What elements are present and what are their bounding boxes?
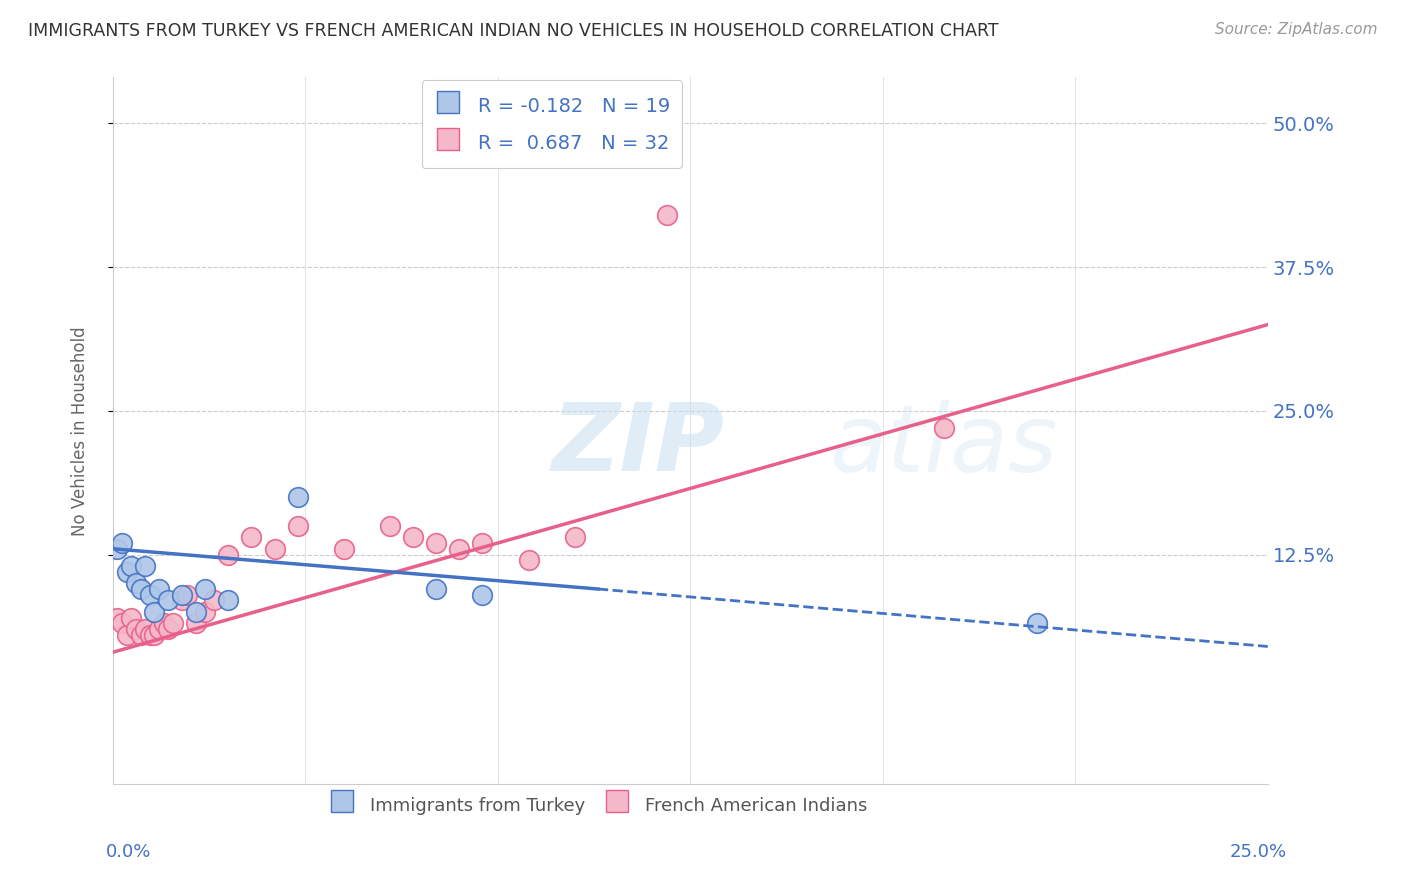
Point (172, 593, 194, 607)
Point (134, 622, 156, 636)
Point (139, 588, 162, 602)
Text: Source: ZipAtlas.com: Source: ZipAtlas.com (1215, 22, 1378, 37)
Point (111, 616, 134, 631)
Point (449, 541, 471, 556)
Point (129, 628, 152, 642)
Point (287, 490, 309, 504)
Point (934, 421, 956, 435)
Point (129, 582, 152, 596)
Point (194, 582, 217, 596)
Point (333, 541, 356, 556)
Point (152, 616, 174, 631)
Point (657, 208, 679, 222)
Point (107, 611, 129, 625)
Point (134, 559, 156, 574)
Point (425, 582, 447, 596)
Y-axis label: No Vehicles in Household: No Vehicles in Household (72, 326, 89, 536)
Point (107, 541, 129, 556)
Point (517, 553, 540, 567)
Point (184, 605, 207, 619)
Point (148, 582, 170, 596)
Point (115, 565, 138, 579)
Point (143, 628, 166, 642)
Point (402, 530, 425, 544)
Point (194, 605, 217, 619)
Point (471, 536, 494, 550)
Point (120, 559, 142, 574)
Point (425, 536, 447, 550)
Point (157, 593, 180, 607)
Point (162, 616, 184, 631)
Point (240, 530, 263, 544)
Point (287, 518, 309, 533)
Point (115, 628, 138, 642)
Text: atlas: atlas (830, 400, 1057, 491)
Point (217, 593, 239, 607)
Point (157, 622, 180, 636)
Point (184, 616, 207, 631)
Point (564, 530, 586, 544)
Point (111, 536, 134, 550)
Point (172, 588, 194, 602)
Point (139, 628, 162, 642)
Point (378, 518, 401, 533)
Point (125, 576, 148, 591)
Point (143, 605, 166, 619)
Text: 25.0%: 25.0% (1229, 843, 1286, 861)
Point (125, 622, 148, 636)
Legend: Immigrants from Turkey, French American Indians: Immigrants from Turkey, French American … (322, 785, 875, 825)
Point (1025, 616, 1047, 631)
Point (263, 541, 285, 556)
Point (176, 588, 198, 602)
Point (120, 611, 142, 625)
Point (217, 548, 239, 562)
Text: ZIP: ZIP (551, 399, 724, 491)
Point (204, 593, 226, 607)
Text: 0.0%: 0.0% (105, 843, 150, 861)
Point (148, 622, 170, 636)
Text: IMMIGRANTS FROM TURKEY VS FRENCH AMERICAN INDIAN NO VEHICLES IN HOUSEHOLD CORREL: IMMIGRANTS FROM TURKEY VS FRENCH AMERICA… (28, 22, 998, 40)
Point (471, 588, 494, 602)
